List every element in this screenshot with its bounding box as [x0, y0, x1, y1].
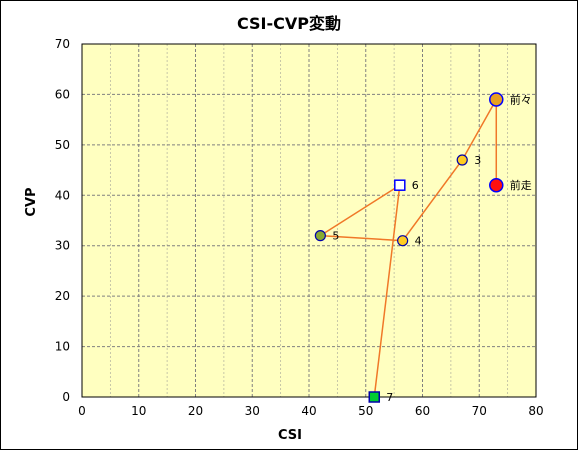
- y-tick-label: 10: [55, 340, 70, 354]
- data-label: 6: [412, 179, 419, 192]
- x-tick-label: 40: [301, 404, 316, 418]
- x-tick-label: 20: [188, 404, 203, 418]
- y-tick-label: 50: [55, 138, 70, 152]
- x-tick-label: 70: [472, 404, 487, 418]
- data-point-large: [489, 177, 504, 193]
- y-tick-label: 20: [55, 289, 70, 303]
- x-axis-label: CSI: [278, 428, 302, 443]
- y-tick-label: 70: [55, 37, 70, 51]
- data-point-large: [489, 92, 504, 107]
- x-tick-label: 10: [131, 404, 146, 418]
- x-tick-label: 60: [415, 404, 430, 418]
- x-tick-label: 30: [245, 404, 260, 418]
- data-point: [397, 235, 409, 247]
- chart-title: CSI-CVP変動: [236, 14, 341, 33]
- data-label: 前々: [510, 92, 532, 106]
- data-point-square: [368, 391, 381, 403]
- y-tick-label: 60: [55, 87, 70, 101]
- data-label: 4: [415, 235, 422, 248]
- plot-border: [81, 43, 537, 398]
- data-label: 前走: [510, 178, 532, 192]
- x-tick-label: 0: [78, 404, 86, 418]
- x-tick-label: 50: [358, 404, 373, 418]
- y-tick-label: 30: [55, 239, 70, 253]
- data-point-square: [394, 179, 406, 191]
- y-tick-label: 0: [62, 390, 70, 404]
- x-tick-label: 80: [528, 404, 543, 418]
- data-point: [314, 230, 326, 242]
- data-point: [456, 154, 468, 166]
- data-label: 7: [386, 391, 393, 404]
- data-label: 3: [474, 154, 481, 167]
- data-label: 5: [332, 230, 339, 243]
- y-tick-label: 40: [55, 188, 70, 202]
